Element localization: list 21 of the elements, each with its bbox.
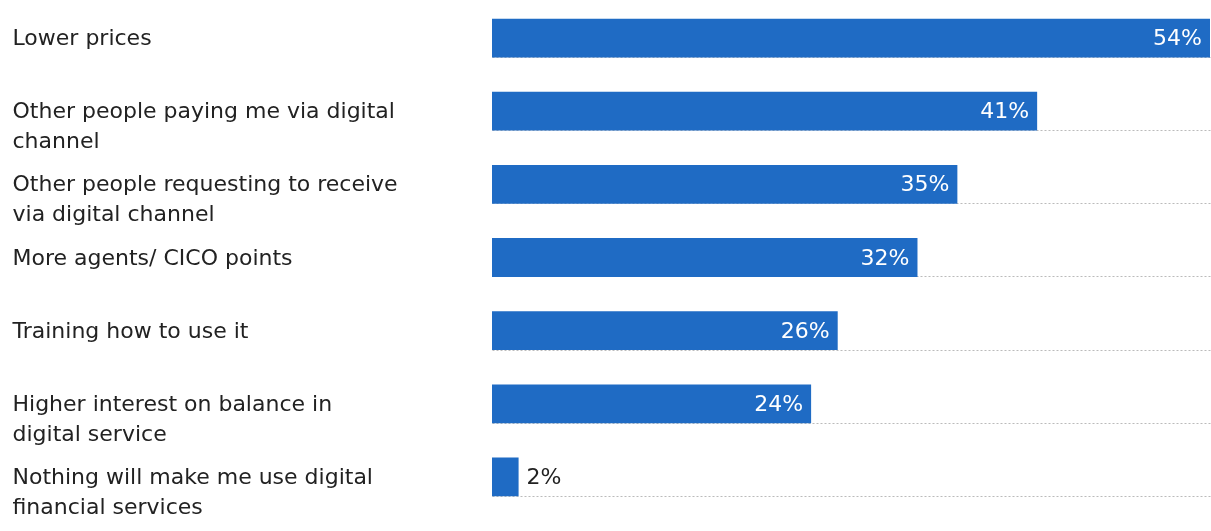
bar (492, 311, 838, 351)
y-tick-label: Training how to use it (11, 317, 249, 343)
bar (492, 238, 918, 277)
bar (492, 457, 519, 497)
data-label: 32% (860, 244, 910, 270)
bar (492, 91, 1038, 131)
data-label: 26% (780, 317, 830, 343)
bar (492, 384, 812, 424)
y-tick-label: Higher interest on balance in digital service (12, 390, 333, 446)
data-label: 41% (980, 98, 1030, 124)
data-label: 24% (754, 390, 804, 416)
data-label: 35% (900, 171, 950, 197)
y-tick-label: Lower prices (12, 25, 152, 51)
y-tick-label: More agents/ CICO points (12, 244, 293, 270)
y-tick-label: Other people paying me via digital channel (12, 98, 395, 154)
data-label: 2% (526, 463, 562, 489)
bar (492, 18, 1210, 58)
bar (492, 164, 958, 204)
data-label: 54% (1153, 25, 1202, 51)
y-tick-label: Nothing will make me use digital financial services (12, 463, 373, 519)
y-tick-label: Other people requesting to receive via digital channel (12, 171, 398, 227)
